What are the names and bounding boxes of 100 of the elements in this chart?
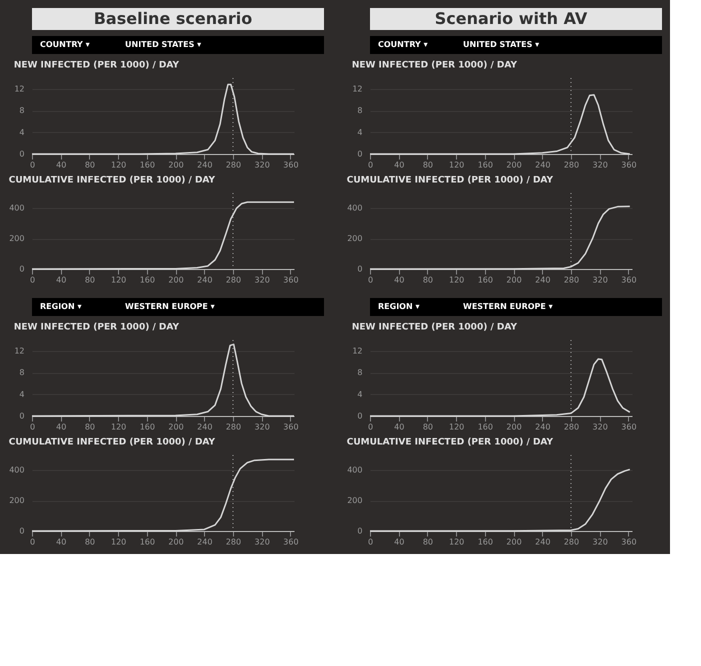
x-tick-label: 240 [535, 422, 550, 432]
x-tick-label: 280 [564, 422, 580, 432]
y-tick-label: 8 [357, 368, 362, 378]
y-tick-label: 0 [357, 264, 362, 274]
x-tick-label: 160 [140, 160, 155, 170]
x-tick-label: 320 [592, 160, 608, 170]
y-tick-label: 0 [19, 526, 24, 536]
y-tick-label: 0 [357, 412, 362, 420]
x-tick-label: 0 [30, 276, 36, 284]
x-tick-label: 160 [140, 276, 155, 284]
x-tick-label: 280 [226, 276, 242, 284]
x-tick-label: 160 [478, 160, 493, 170]
x-tick-label: 0 [368, 276, 374, 284]
x-tick-label: 360 [621, 160, 637, 170]
chart-subtitle: Baseline scenario [94, 9, 252, 28]
chart-subtitle: Scenario with AV [434, 9, 588, 28]
text: COUNTRY ▾ [378, 40, 428, 49]
x-tick-label: 280 [226, 538, 242, 546]
y-tick-label: 4 [19, 390, 24, 399]
y-tick-label: 12 [352, 346, 362, 356]
x-tick-label: 120 [448, 276, 464, 284]
y-tick-label: 4 [357, 390, 362, 399]
y-tick-label: 12 [14, 84, 24, 94]
x-tick-label: 200 [168, 276, 184, 284]
x-tick-label: 80 [84, 538, 96, 546]
y-tick-label: 8 [19, 106, 24, 116]
y-tick-label: 8 [19, 368, 24, 378]
y-tick-label: 400 [347, 466, 362, 475]
x-tick-label: 0 [368, 422, 374, 432]
x-tick-label: 40 [56, 538, 66, 546]
x-tick-label: 0 [30, 160, 36, 170]
y-tick-label: 0 [357, 526, 362, 536]
x-tick-label: 240 [197, 538, 212, 546]
text: REGION ▾ [378, 302, 420, 311]
x-tick-label: 160 [478, 422, 493, 432]
y-tick-label: 0 [19, 150, 24, 158]
x-tick-label: 120 [110, 538, 126, 546]
x-tick-label: 80 [422, 276, 434, 284]
y-tick-label: 200 [9, 496, 24, 506]
x-tick-label: 40 [56, 422, 66, 432]
y-tick-label: 400 [9, 466, 24, 475]
x-tick-label: 320 [254, 276, 270, 284]
x-tick-label: 0 [30, 422, 36, 432]
x-tick-label: 160 [478, 276, 493, 284]
y-tick-label: 200 [347, 496, 362, 506]
chart-title: NEW INFECTED (PER 1000) / DAY [14, 322, 180, 333]
x-tick-label: 160 [140, 422, 155, 432]
text: WESTERN EUROPE ▾ [125, 302, 215, 311]
x-tick-label: 200 [506, 422, 522, 432]
x-tick-label: 40 [394, 538, 404, 546]
x-tick-label: 200 [168, 422, 184, 432]
x-tick-label: 80 [84, 160, 96, 170]
x-tick-label: 160 [140, 538, 155, 546]
x-tick-label: 0 [30, 538, 36, 546]
x-tick-label: 40 [56, 160, 66, 170]
x-tick-label: 80 [84, 422, 96, 432]
x-tick-label: 360 [283, 422, 299, 432]
x-tick-label: 240 [197, 422, 212, 432]
y-tick-label: 12 [352, 84, 362, 94]
chart-title: CUMULATIVE INFECTED (PER 1000) / DAY [8, 438, 216, 448]
y-tick-label: 0 [357, 150, 362, 158]
text: COUNTRY ▾ [40, 40, 90, 49]
x-tick-label: 360 [621, 422, 637, 432]
x-tick-label: 120 [448, 538, 464, 546]
x-tick-label: 280 [564, 160, 580, 170]
chart-title: NEW INFECTED (PER 1000) / DAY [352, 322, 518, 333]
x-tick-label: 240 [197, 160, 212, 170]
text: WESTERN EUROPE ▾ [463, 302, 553, 311]
x-tick-label: 360 [283, 538, 299, 546]
x-tick-label: 320 [254, 160, 270, 170]
text: UNITED STATES ▾ [463, 40, 540, 49]
x-tick-label: 360 [621, 276, 637, 284]
y-tick-label: 8 [357, 106, 362, 116]
chart-title: CUMULATIVE INFECTED (PER 1000) / DAY [8, 176, 216, 186]
x-tick-label: 200 [168, 160, 184, 170]
x-tick-label: 320 [592, 422, 608, 432]
x-tick-label: 80 [84, 276, 96, 284]
x-tick-label: 320 [592, 538, 608, 546]
x-tick-label: 320 [254, 422, 270, 432]
y-tick-label: 200 [347, 234, 362, 244]
x-tick-label: 80 [422, 160, 434, 170]
chart-title: NEW INFECTED (PER 1000) / DAY [14, 60, 180, 71]
x-tick-label: 240 [197, 276, 212, 284]
x-tick-label: 280 [564, 538, 580, 546]
x-tick-label: 0 [368, 160, 374, 170]
x-tick-label: 200 [506, 538, 522, 546]
text: UNITED STATES ▾ [125, 40, 202, 49]
y-tick-label: 400 [347, 204, 362, 213]
x-tick-label: 360 [283, 276, 299, 284]
x-tick-label: 360 [621, 538, 637, 546]
x-tick-label: 0 [368, 538, 374, 546]
y-tick-label: 4 [19, 128, 24, 137]
x-tick-label: 120 [448, 422, 464, 432]
x-tick-label: 240 [535, 160, 550, 170]
x-tick-label: 240 [535, 276, 550, 284]
x-tick-label: 120 [110, 422, 126, 432]
x-tick-label: 160 [478, 538, 493, 546]
x-tick-label: 280 [564, 276, 580, 284]
chart-title: CUMULATIVE INFECTED (PER 1000) / DAY [346, 176, 554, 186]
x-tick-label: 120 [110, 276, 126, 284]
